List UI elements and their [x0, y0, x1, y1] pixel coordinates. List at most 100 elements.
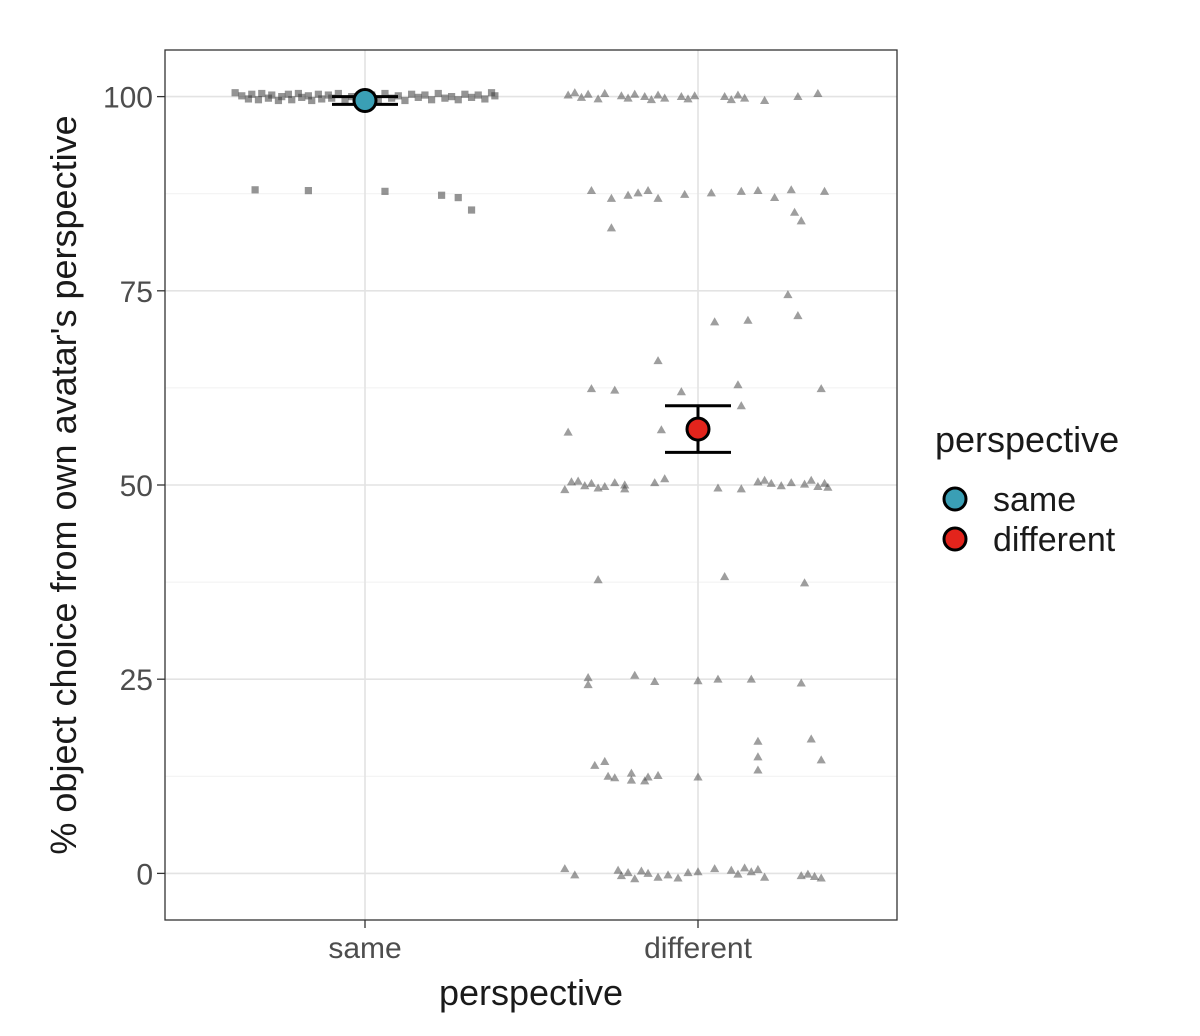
data-point-different — [600, 481, 610, 491]
data-point-different — [583, 673, 593, 682]
data-point-same — [304, 92, 312, 100]
data-point-different — [610, 385, 620, 394]
data-point-different — [660, 474, 670, 483]
data-point-same — [437, 191, 446, 199]
data-point-different — [786, 478, 796, 487]
data-point-different — [560, 864, 570, 873]
y-tick-label: 75 — [120, 276, 153, 309]
data-point-different — [656, 425, 666, 434]
data-point-different — [786, 185, 796, 194]
data-point-same — [231, 89, 239, 97]
data-point-same — [414, 93, 422, 101]
data-point-different — [796, 216, 806, 225]
data-point-different — [760, 872, 770, 881]
data-point-different — [613, 865, 623, 874]
mean-point-different — [685, 416, 711, 442]
data-point-different — [663, 870, 673, 879]
data-point-different — [586, 478, 597, 487]
data-point-same — [334, 89, 342, 98]
data-point-different — [760, 95, 770, 104]
legend-key-different — [942, 526, 968, 552]
data-point-different — [653, 770, 663, 779]
data-point-different — [626, 775, 636, 784]
legend-label-different: different — [993, 521, 1116, 559]
data-point-different — [710, 864, 720, 873]
data-point-different — [630, 874, 640, 883]
data-point-same — [447, 93, 456, 101]
data-point-different — [593, 483, 603, 492]
legend-title: perspective — [935, 419, 1119, 460]
data-point-different — [580, 481, 590, 490]
data-point-different — [606, 193, 617, 202]
data-point-different — [733, 90, 743, 99]
data-point-different — [683, 868, 693, 877]
data-point-different — [653, 356, 663, 365]
data-point-different — [740, 93, 750, 102]
data-point-different — [643, 185, 653, 195]
x-axis-title: perspective — [439, 972, 623, 1013]
data-point-same — [244, 95, 253, 103]
data-point-same — [481, 95, 489, 103]
data-point-different — [563, 90, 573, 99]
data-point-different — [726, 865, 736, 874]
x-tick-label-different: different — [644, 932, 753, 965]
data-point-different — [776, 481, 786, 490]
data-point-same — [278, 93, 286, 101]
data-point-same — [284, 90, 293, 98]
data-point-different — [753, 765, 763, 774]
data-point-different — [620, 480, 630, 489]
plot-grid — [165, 50, 897, 920]
data-point-different — [600, 756, 610, 765]
data-point-different — [796, 871, 806, 880]
data-point-different — [606, 223, 617, 232]
data-point-same — [294, 89, 302, 98]
data-point-different — [753, 864, 763, 873]
data-point-different — [590, 760, 600, 769]
data-point-different — [640, 776, 650, 785]
legend-key-same — [942, 486, 968, 512]
data-point-different — [693, 676, 703, 685]
data-point-same — [421, 91, 429, 99]
data-point-different — [720, 92, 730, 101]
data-point-different — [743, 315, 753, 324]
data-point-different — [789, 207, 800, 216]
data-point-different — [706, 188, 716, 197]
data-point-different — [586, 185, 597, 195]
data-point-different — [653, 90, 663, 99]
data-point-same — [394, 92, 402, 100]
data-point-different — [713, 674, 723, 683]
data-point-different — [806, 734, 816, 743]
data-point-different — [753, 736, 763, 745]
y-tick-label: 0 — [136, 858, 153, 891]
data-point-same — [308, 96, 316, 105]
data-point-different — [633, 188, 643, 197]
data-point-different — [806, 475, 816, 484]
x-axis: same different — [328, 920, 753, 965]
data-point-different — [586, 384, 597, 393]
data-point-same — [408, 90, 416, 98]
data-point-same — [288, 96, 296, 104]
data-point-different — [636, 866, 646, 875]
data-point-same — [374, 96, 382, 104]
data-point-different — [600, 88, 610, 97]
data-point-different — [566, 477, 577, 486]
data-point-different — [819, 186, 830, 195]
data-point-different — [720, 572, 730, 581]
data-point-different — [736, 186, 746, 195]
y-axis: 0 25 50 75 100 — [103, 82, 165, 891]
data-point-different — [783, 290, 793, 299]
y-tick-label: 50 — [120, 470, 153, 503]
data-point-same — [491, 92, 499, 100]
data-point-different — [816, 384, 826, 393]
data-point-different — [823, 482, 833, 491]
data-point-different — [576, 92, 587, 101]
data-point-same — [467, 206, 476, 214]
data-point-different — [753, 752, 763, 761]
data-point-different — [816, 873, 826, 882]
data-point-different — [610, 773, 620, 782]
data-point-different — [813, 481, 823, 491]
data-point-same — [268, 91, 276, 99]
data-point-different — [753, 185, 763, 195]
data-point-same — [441, 94, 449, 102]
